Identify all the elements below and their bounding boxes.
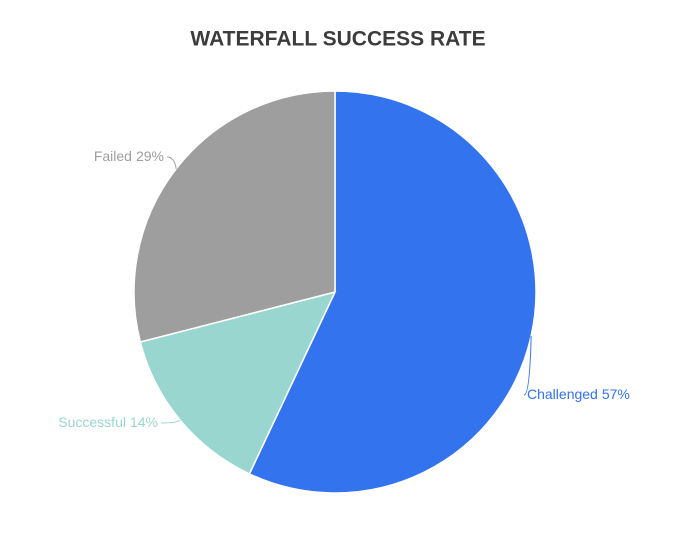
value-label: 29% [136, 148, 164, 164]
category-label: Successful [58, 414, 126, 430]
pie-slice [139, 290, 337, 475]
leader-line [166, 156, 177, 169]
category-label: Challenged [527, 386, 598, 402]
slice-label: Successful 14% [58, 414, 158, 430]
slice-label: Failed 29% [94, 148, 164, 164]
chart-title: WATERFALL SUCCESS RATE [190, 28, 485, 51]
leader-line [160, 419, 181, 424]
pie-slice [133, 90, 336, 343]
leader-line [523, 335, 532, 396]
slice-label: Challenged 57% [527, 386, 630, 402]
pie-slice [248, 90, 537, 494]
value-label: 14% [130, 414, 158, 430]
value-label: 57% [602, 386, 630, 402]
category-label: Failed [94, 148, 132, 164]
